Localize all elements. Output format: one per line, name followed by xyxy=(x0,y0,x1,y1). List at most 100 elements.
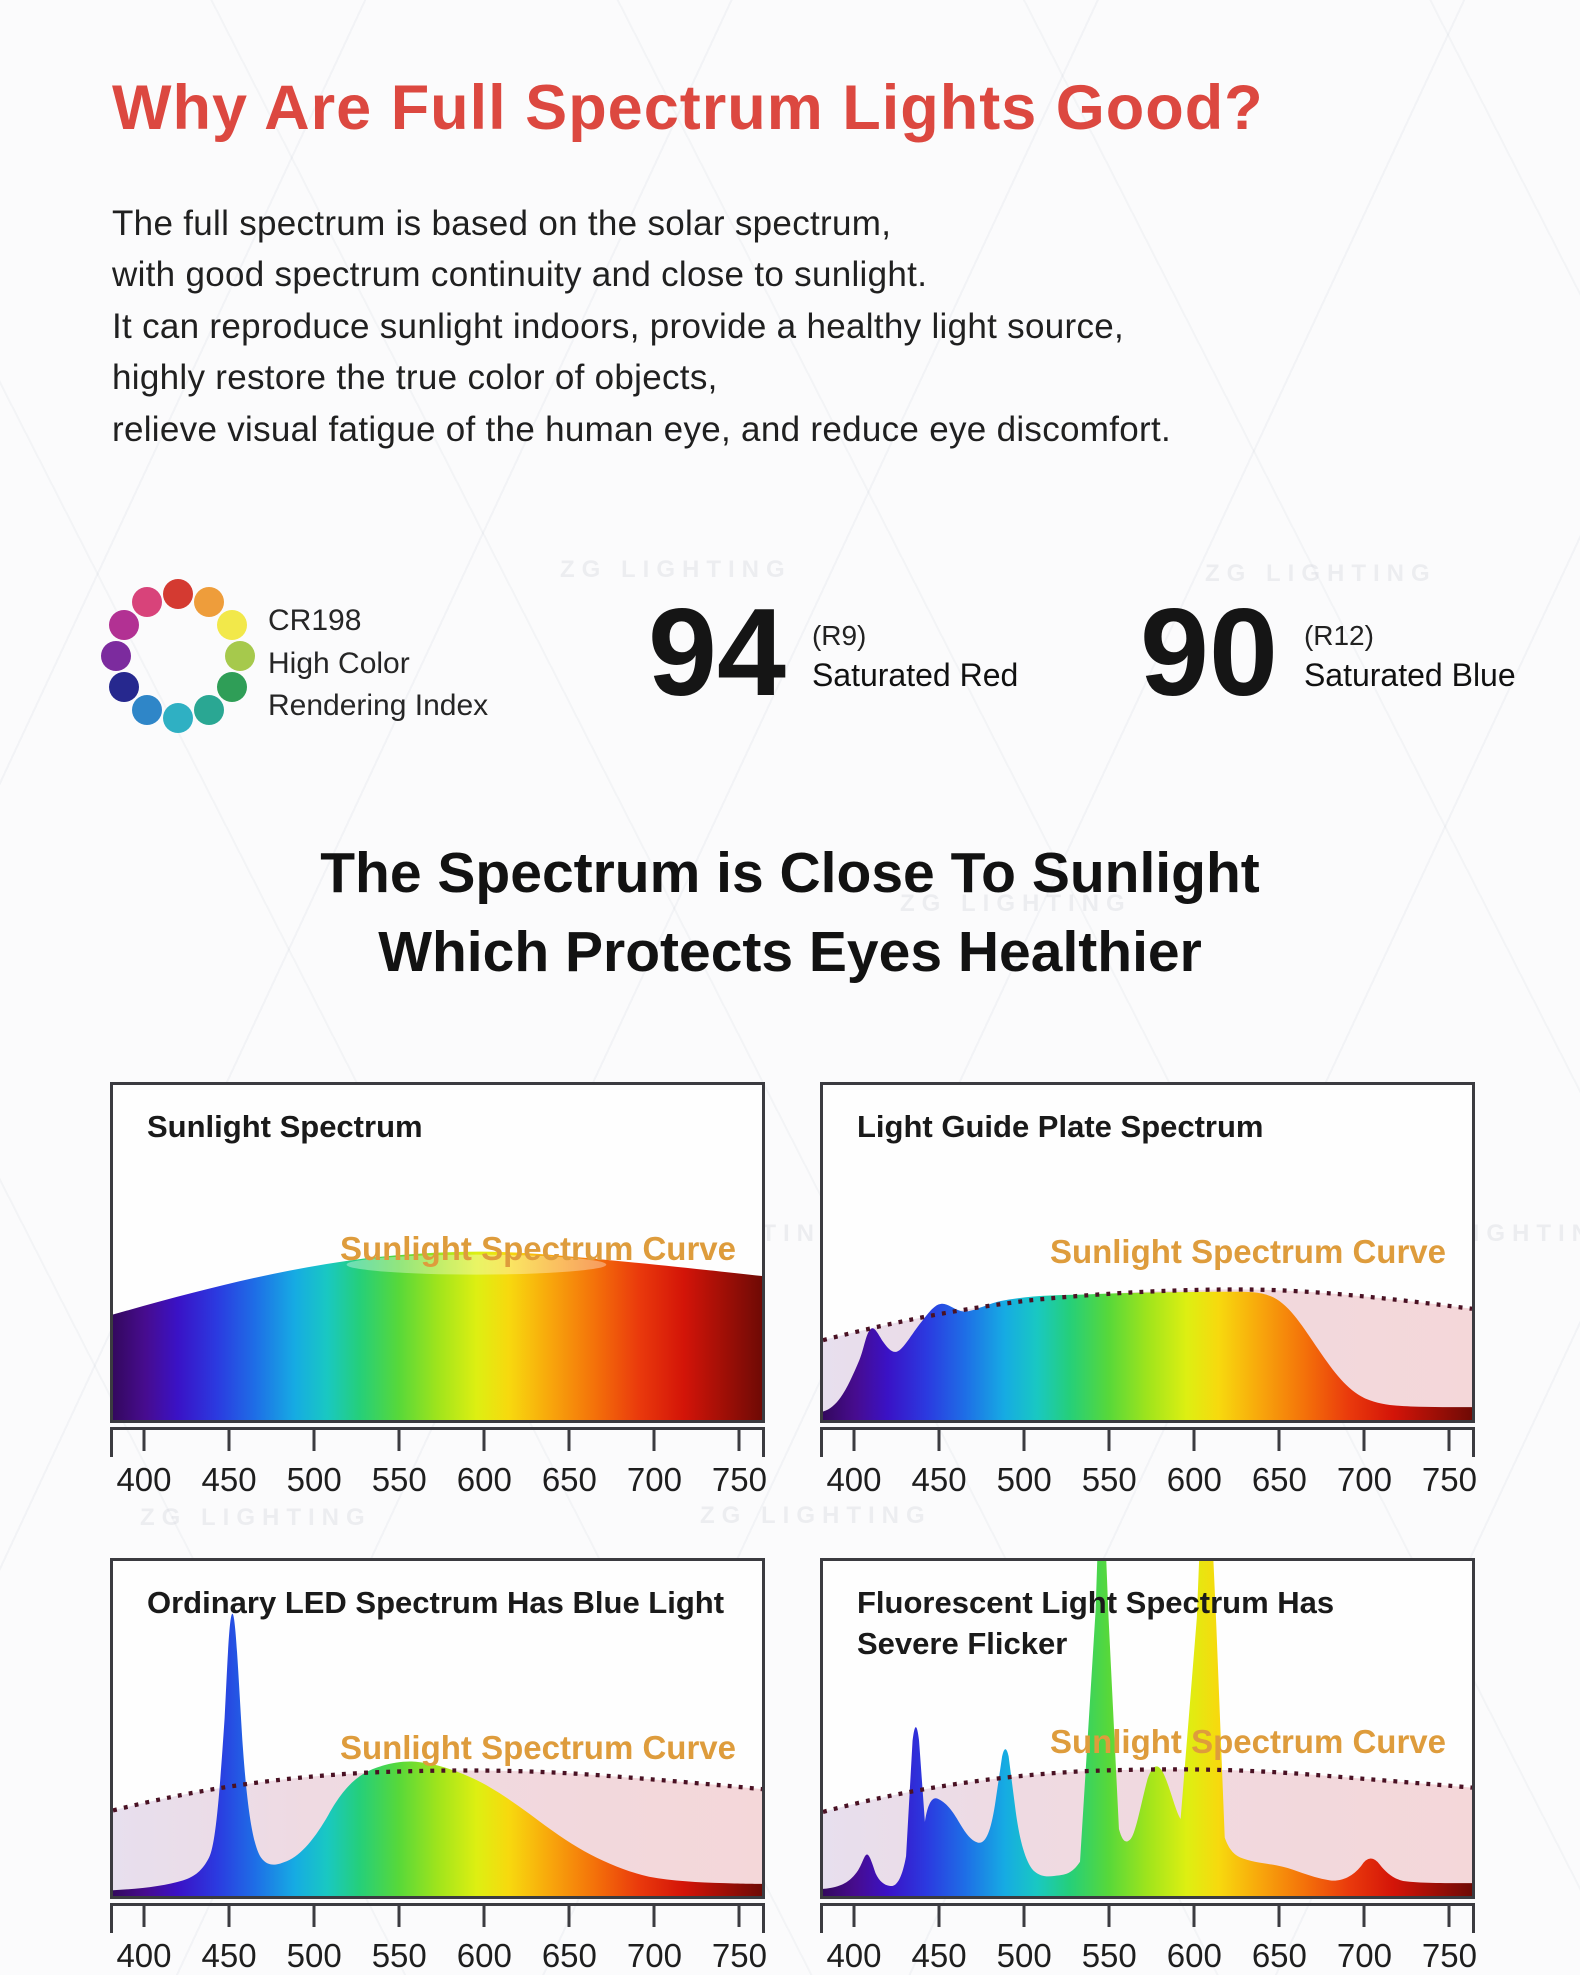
axis-endcap xyxy=(820,1903,823,1933)
axis-tick-label: 700 xyxy=(626,1461,682,1498)
axis-tick-label: 550 xyxy=(1081,1937,1137,1974)
axis-tick xyxy=(652,1427,656,1451)
intro-paragraph: The full spectrum is based on the solar … xyxy=(112,204,1172,449)
watermark-text: ZG LIGHTING xyxy=(560,556,792,583)
axis-tick xyxy=(227,1903,231,1927)
axis-tick xyxy=(482,1903,486,1927)
page-title: Why Are Full Spectrum Lights Good? xyxy=(112,73,1264,143)
axis-tick-label: 500 xyxy=(286,1461,342,1498)
r9-value: 94 xyxy=(648,584,786,722)
axis-tick-label: 750 xyxy=(711,1937,767,1974)
axis-tick xyxy=(652,1903,656,1927)
axis-tick xyxy=(1362,1903,1366,1927)
sunlight-curve-label: Sunlight Spectrum Curve xyxy=(339,1729,736,1766)
reference-dotted-curve xyxy=(823,1287,1472,1343)
r9-index-label: (R9) xyxy=(811,620,867,651)
axis-tick xyxy=(1107,1427,1111,1451)
axis-endcap xyxy=(110,1427,113,1457)
axis-tick-label: 750 xyxy=(1421,1937,1477,1974)
axis-tick xyxy=(1107,1903,1111,1927)
chart-fluorescent: Fluorescent Light Spectrum Has Severe Fl… xyxy=(820,1558,1477,1975)
chart-panel: Light Guide Plate Spectrum Sunlight Spec… xyxy=(820,1082,1475,1423)
chart-light-guide-plate: Light Guide Plate Spectrum Sunlight Spec… xyxy=(820,1082,1477,1519)
r12-index-label: (R12) xyxy=(1303,620,1374,651)
spectrum-plot xyxy=(113,1251,762,1420)
axis-tick-label: 700 xyxy=(1336,1937,1392,1974)
wavelength-axis: 400 450 500 550 600 650 700 750 xyxy=(110,1427,767,1519)
axis-tick xyxy=(1447,1427,1451,1451)
axis-endcap xyxy=(762,1903,765,1933)
axis-tick-label: 550 xyxy=(1081,1461,1137,1498)
axis-line xyxy=(110,1427,765,1430)
axis-tick-label: 450 xyxy=(911,1461,967,1498)
chart-sunlight-spectrum: Sunlight Spectrum Sunlight Spectrum Curv… xyxy=(110,1082,767,1519)
axis-tick xyxy=(142,1427,146,1451)
axis-tick-label: 600 xyxy=(1166,1461,1222,1498)
axis-endcap xyxy=(762,1427,765,1457)
color-wheel-dot xyxy=(163,579,193,609)
chart-title: Sunlight Spectrum xyxy=(147,1109,423,1144)
axis-tick-label: 650 xyxy=(541,1937,597,1974)
axis-tick xyxy=(482,1427,486,1451)
spectrum-fill xyxy=(823,1291,1472,1420)
sunlight-curve-label: Sunlight Spectrum Curve xyxy=(339,1230,736,1267)
color-wheel-dot xyxy=(163,703,193,733)
axis-tick xyxy=(852,1427,856,1451)
r12-labels: (R12) Saturated Blue xyxy=(1304,588,1516,698)
axis-tick-label: 450 xyxy=(201,1937,257,1974)
sunlight-curve-label: Sunlight Spectrum Curve xyxy=(1049,1723,1446,1760)
chart-ordinary-led: Ordinary LED Spectrum Has Blue Light Sun… xyxy=(110,1558,767,1975)
axis-tick-label: 400 xyxy=(826,1461,882,1498)
axis-tick xyxy=(1447,1903,1451,1927)
axis-tick xyxy=(397,1427,401,1451)
axis-tick xyxy=(397,1903,401,1927)
axis-tick-label: 500 xyxy=(286,1937,342,1974)
chart-panel: Ordinary LED Spectrum Has Blue Light Sun… xyxy=(110,1558,765,1899)
spectrum-fill xyxy=(113,1613,762,1896)
axis-tick xyxy=(737,1427,741,1451)
axis-tick xyxy=(937,1903,941,1927)
cri-label: CR198 High Color Rendering Index xyxy=(268,604,489,723)
axis-tick-label: 750 xyxy=(711,1461,767,1498)
spectrum-fill xyxy=(823,1561,1472,1896)
axis-tick-label: 650 xyxy=(1251,1937,1307,1974)
r9-description: Saturated Red xyxy=(811,657,1019,694)
axis-tick-label: 600 xyxy=(456,1461,512,1498)
axis-tick xyxy=(1192,1903,1196,1927)
color-wheel-dot xyxy=(216,610,247,640)
metric-r9: 94 (R9) Saturated Red xyxy=(648,588,1018,718)
color-wheel-dot xyxy=(216,672,247,702)
color-wheel-dot xyxy=(109,610,140,640)
cri-color-wheel xyxy=(92,570,264,742)
axis-tick-label: 400 xyxy=(116,1461,172,1498)
chart-title: Light Guide Plate Spectrum xyxy=(857,1109,1264,1144)
spectrum-plot xyxy=(823,1287,1472,1420)
axis-tick xyxy=(312,1903,316,1927)
axis-tick-label: 750 xyxy=(1421,1461,1477,1498)
axis-tick-label: 600 xyxy=(1166,1937,1222,1974)
wavelength-axis: 400 450 500 550 600 650 700 750 xyxy=(820,1427,1477,1519)
color-wheel-dot xyxy=(132,587,162,618)
axis-tick xyxy=(227,1427,231,1451)
axis-tick-label: 450 xyxy=(911,1937,967,1974)
axis-tick-label: 450 xyxy=(201,1461,257,1498)
axis-tick xyxy=(142,1903,146,1927)
wavelength-axis: 400 450 500 550 600 650 700 750 xyxy=(110,1903,767,1975)
axis-tick xyxy=(1192,1427,1196,1451)
chart-title: Ordinary LED Spectrum Has Blue Light xyxy=(147,1585,725,1620)
axis-tick xyxy=(1022,1903,1026,1927)
color-wheel-dot xyxy=(194,587,224,618)
axis-tick-label: 600 xyxy=(456,1937,512,1974)
axis-tick-label: 650 xyxy=(1251,1461,1307,1498)
sunlight-curve-label: Sunlight Spectrum Curve xyxy=(1049,1233,1446,1270)
axis-tick-label: 550 xyxy=(371,1937,427,1974)
axis-tick-label: 500 xyxy=(996,1461,1052,1498)
chart-title: Fluorescent Light Spectrum Has Severe Fl… xyxy=(857,1585,1335,1661)
axis-line xyxy=(820,1903,1475,1906)
axis-tick xyxy=(852,1903,856,1927)
color-wheel-dot xyxy=(101,641,131,671)
metric-r12: 90 (R12) Saturated Blue xyxy=(1140,588,1516,718)
axis-endcap xyxy=(1472,1427,1475,1457)
r12-description: Saturated Blue xyxy=(1303,657,1516,694)
chart-panel: Sunlight Spectrum Sunlight Spectrum Curv… xyxy=(110,1082,765,1423)
